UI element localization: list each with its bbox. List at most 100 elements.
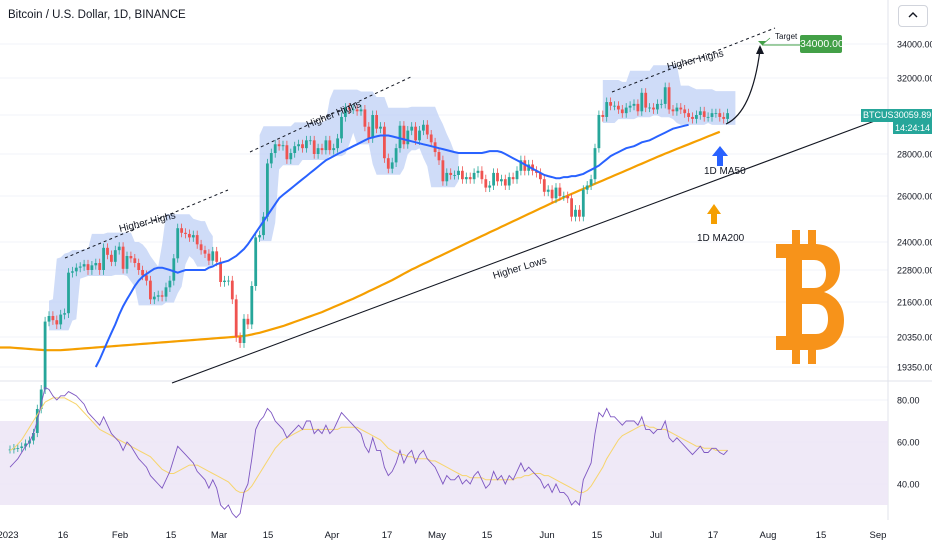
candle — [262, 212, 265, 240]
candle — [215, 246, 219, 267]
candle — [656, 99, 659, 114]
candle — [63, 308, 66, 320]
candle — [578, 205, 581, 222]
candle — [441, 155, 445, 186]
ma50-label: 1D MA50 — [704, 166, 746, 177]
time-axis[interactable]: 2023 16 Feb 15 Mar 15 Apr 17 May 15 Jun 15 Jul 17 Aug 1… — [0, 530, 886, 541]
candle — [714, 108, 718, 118]
candle — [94, 258, 98, 270]
candle — [480, 166, 484, 184]
price-tick-label: 22800.00 — [897, 266, 932, 276]
candle — [468, 172, 472, 184]
candle — [184, 228, 187, 239]
candle — [324, 135, 328, 155]
candle — [168, 275, 172, 293]
candle — [59, 309, 63, 330]
candle — [613, 101, 616, 111]
candle — [67, 268, 70, 318]
candle — [277, 139, 281, 151]
time-tick-label: 2023 — [0, 530, 19, 541]
candle — [172, 253, 176, 286]
candle — [687, 108, 690, 122]
candle — [230, 275, 234, 305]
candle — [375, 110, 378, 134]
candle — [273, 139, 277, 158]
rsi-axis[interactable]: 80.00 60.00 40.00 — [897, 396, 920, 490]
candle — [503, 174, 507, 190]
candle — [149, 275, 152, 305]
candle — [562, 191, 566, 201]
candle — [620, 104, 624, 118]
price-tick-label: 32000.00 — [897, 74, 932, 84]
price-tick-label: 34000.00 — [897, 40, 932, 50]
higher-highs-area — [49, 214, 213, 331]
time-tick-label: Aug — [760, 530, 777, 541]
candle — [359, 104, 363, 116]
chart-toggle-icon[interactable] — [898, 5, 928, 27]
candle — [332, 143, 336, 155]
rsi-band — [0, 421, 888, 505]
candle — [363, 104, 367, 132]
candle — [117, 242, 121, 255]
candle — [297, 139, 300, 151]
time-tick-label: 15 — [166, 530, 177, 541]
time-tick-label: Mar — [211, 530, 227, 541]
trend-lines — [64, 27, 889, 384]
candle — [539, 168, 542, 184]
candle — [188, 229, 191, 242]
candle — [722, 112, 726, 124]
candle — [691, 112, 694, 124]
candle — [698, 106, 702, 120]
candle — [570, 193, 573, 222]
price-axis-panel[interactable] — [888, 0, 932, 520]
candle — [129, 251, 133, 263]
candle — [581, 185, 585, 222]
candle — [515, 166, 519, 184]
candle — [418, 126, 421, 145]
candle — [250, 281, 254, 330]
countdown-tag: 14:24:14 — [893, 122, 932, 134]
candle — [344, 103, 347, 122]
candle — [305, 135, 308, 153]
price-tick-label: 19350.00 — [897, 363, 932, 373]
candle — [702, 106, 706, 122]
time-tick-label: 16 — [58, 530, 69, 541]
candle — [246, 314, 250, 330]
candle — [507, 172, 511, 190]
higher-highs-line-3 — [611, 27, 776, 93]
candles — [8, 82, 729, 454]
candle — [390, 157, 394, 174]
price-tick-label: 24000.00 — [897, 238, 932, 248]
time-tick-label: May — [428, 530, 446, 541]
candle — [336, 133, 339, 153]
candle — [86, 259, 90, 275]
candle — [500, 174, 503, 186]
target-price-box: 34000.00 — [800, 35, 844, 53]
candle — [71, 266, 74, 278]
price-tick-label: 28000.00 — [897, 150, 932, 160]
candle — [410, 122, 414, 136]
candle — [484, 174, 488, 193]
candle — [32, 428, 35, 445]
highs-hulls — [49, 65, 736, 331]
candle — [542, 174, 546, 197]
candle — [47, 311, 51, 327]
price-tick-label: 26000.00 — [897, 192, 932, 202]
candle — [180, 223, 183, 238]
time-tick-label: Feb — [112, 530, 128, 541]
higher-lows-label: Higher Lows — [492, 255, 548, 282]
candle — [679, 103, 683, 114]
higher-highs-area — [259, 89, 459, 242]
candle — [519, 155, 523, 176]
candle — [628, 101, 632, 113]
candle — [663, 82, 667, 109]
candle — [617, 101, 620, 114]
candle — [558, 183, 562, 201]
candle — [464, 172, 468, 184]
candle — [488, 181, 492, 193]
candle — [137, 258, 141, 275]
candle — [238, 332, 242, 348]
candle — [164, 282, 168, 302]
candle — [406, 126, 410, 149]
